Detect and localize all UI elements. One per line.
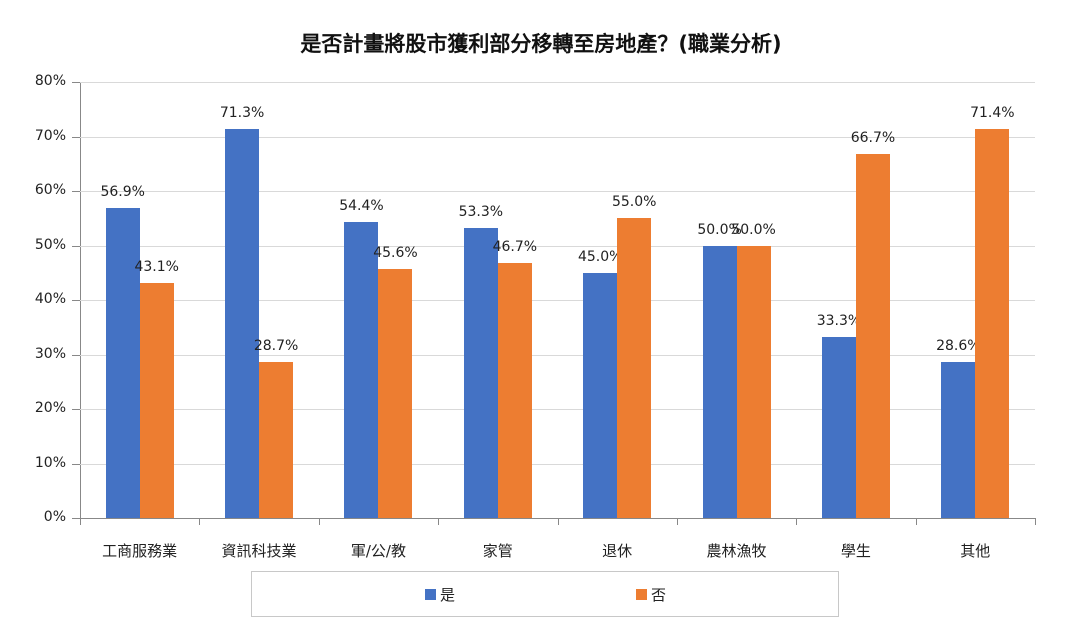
y-tick <box>72 136 80 138</box>
gridline <box>80 354 1035 356</box>
bar-yes <box>583 272 618 518</box>
y-tick <box>72 245 80 247</box>
data-label: 71.3% <box>219 105 265 122</box>
bar-no <box>855 154 890 518</box>
data-label: 50.0% <box>697 221 742 238</box>
bar-no <box>259 361 294 518</box>
data-label: 66.7% <box>850 130 896 147</box>
gridline <box>80 300 1035 301</box>
legend-item-yes: 是 <box>425 584 455 605</box>
legend-label-no: 否 <box>651 586 667 604</box>
bar-yes <box>702 245 737 518</box>
data-label: 55.0% <box>611 194 657 211</box>
x-tick <box>796 518 798 525</box>
bar-no <box>736 245 771 518</box>
data-label: 43.1% <box>134 259 179 276</box>
bar-yes <box>821 336 856 518</box>
bar-no <box>617 218 652 518</box>
y-tick-label: 20% <box>34 400 66 416</box>
x-tick <box>915 518 917 525</box>
bar-yes <box>225 129 260 518</box>
y-tick-label: 30% <box>34 345 66 362</box>
y-tick <box>72 518 80 519</box>
x-tick <box>676 518 678 525</box>
y-tick <box>72 409 80 410</box>
x-tick-label: 軍/公/教 <box>350 542 406 560</box>
x-tick <box>557 518 559 525</box>
legend-swatch-yes <box>425 589 436 600</box>
y-tick-label: 0% <box>43 509 66 525</box>
x-tick <box>80 518 81 525</box>
bar-yes <box>105 207 140 518</box>
y-tick <box>72 191 80 192</box>
y-tick-label: 60% <box>34 182 66 198</box>
data-label: 50.0% <box>731 221 776 238</box>
bar-yes <box>344 221 379 518</box>
data-label: 56.9% <box>100 183 145 200</box>
y-tick-label: 80% <box>34 73 66 89</box>
y-tick-label: 70% <box>34 127 66 144</box>
bar-no <box>975 128 1010 518</box>
x-tick <box>318 518 320 525</box>
gridline <box>80 245 1035 247</box>
data-label: 45.0% <box>577 248 623 265</box>
y-tick <box>72 300 80 301</box>
data-label: 71.4% <box>970 104 1015 121</box>
bar-no <box>139 283 174 518</box>
x-tick-label: 學生 <box>840 542 871 560</box>
bar-no <box>497 263 532 518</box>
x-tick <box>199 518 201 525</box>
data-label: 53.3% <box>458 203 504 220</box>
legend-swatch-no <box>636 589 647 600</box>
gridline <box>80 463 1035 465</box>
data-label: 28.6% <box>936 338 981 355</box>
y-tick <box>72 82 80 83</box>
x-tick-label: 其他 <box>960 542 991 560</box>
gridline <box>80 409 1035 410</box>
legend-item-no: 否 <box>636 584 666 605</box>
y-tick <box>72 354 80 356</box>
data-label: 45.6% <box>373 245 418 262</box>
gridline <box>80 191 1035 192</box>
x-tick-label: 資訊科技業 <box>221 542 297 560</box>
y-tick-label: 10% <box>34 454 66 471</box>
data-label: 46.7% <box>492 239 538 256</box>
data-label: 33.3% <box>816 312 862 329</box>
gridline <box>80 136 1035 138</box>
x-tick-label: 家管 <box>482 542 513 560</box>
chart-title: 是否計畫將股市獲利部分移轉至房地產？(職業分析) <box>300 32 782 56</box>
bar-yes <box>463 227 498 518</box>
plot-area: 0% 10% 20% 30% 40% 50% 60% 70% 80% 56.9% 43.1% 工商服務… <box>35 73 1036 560</box>
bar-no <box>378 269 413 518</box>
legend-label-yes: 是 <box>440 586 456 604</box>
x-tick-label: 工商服務業 <box>102 542 178 560</box>
x-tick <box>1035 518 1036 525</box>
data-label: 54.4% <box>339 197 384 214</box>
legend: 是 否 <box>251 571 839 617</box>
x-tick-label: 農林漁牧 <box>706 542 767 560</box>
y-tick-label: 50% <box>34 236 66 253</box>
y-tick <box>72 463 80 465</box>
bar-yes <box>941 362 976 518</box>
x-tick-label: 退休 <box>602 542 633 560</box>
gridline <box>80 82 1035 83</box>
data-label: 28.7% <box>253 337 299 354</box>
x-tick <box>438 518 440 525</box>
y-tick-label: 40% <box>34 291 66 307</box>
